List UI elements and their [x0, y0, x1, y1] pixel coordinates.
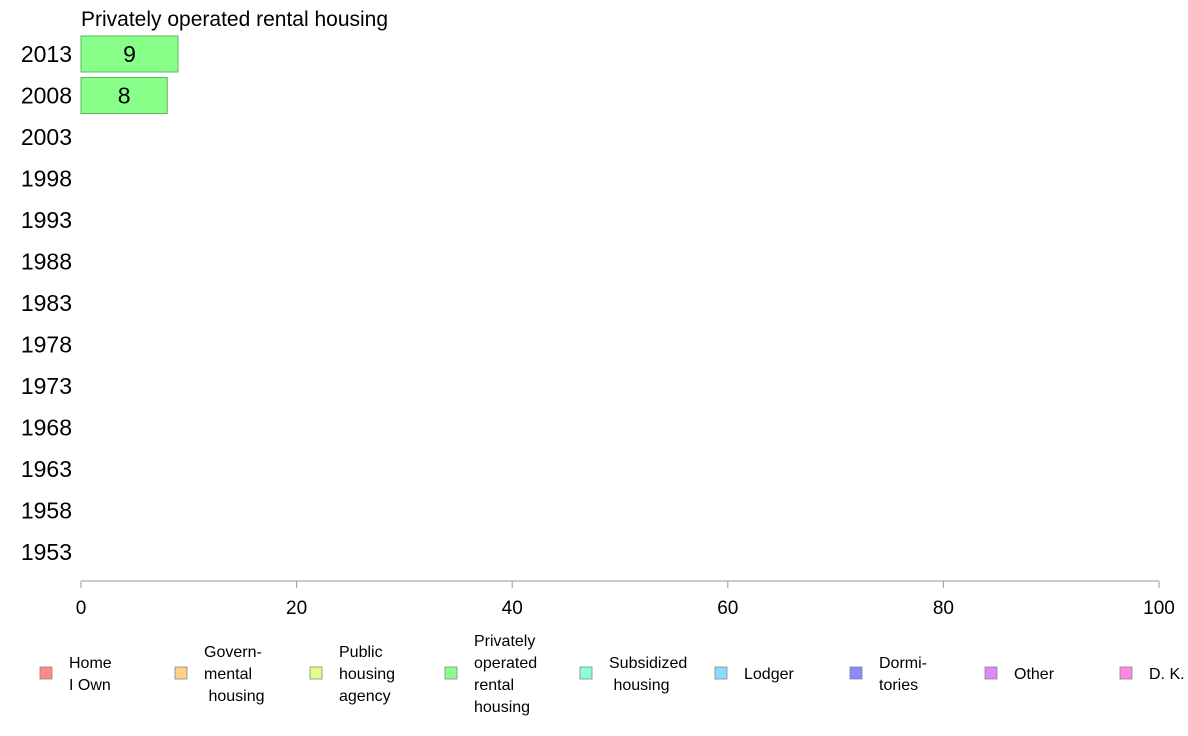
legend-swatch-6 [849, 666, 863, 680]
y-tick-label-1998: 1998 [21, 166, 72, 192]
y-tick-label-2008: 2008 [21, 83, 72, 109]
y-tick-label-2013: 2013 [21, 41, 72, 67]
x-tick-label-20: 20 [286, 598, 307, 619]
bar-label-2013: 9 [123, 41, 136, 67]
y-tick-label-1983: 1983 [21, 290, 72, 316]
x-tick-label-100: 100 [1143, 598, 1175, 619]
y-tick-label-1988: 1988 [21, 249, 72, 275]
legend-label-7: Other [1014, 666, 1055, 683]
legend-label-8: D. K. [1149, 666, 1185, 683]
chart-title: Privately operated rental housing [81, 8, 388, 31]
bar-label-2008: 8 [118, 83, 131, 109]
y-tick-label-1978: 1978 [21, 332, 72, 358]
legend-label-4: Subsidized housing [609, 655, 687, 694]
legend-label-6: Dormi-tories [879, 655, 927, 694]
legend-label-2: Public housing agency [339, 644, 395, 705]
y-tick-label-1968: 1968 [21, 415, 72, 441]
legend-swatch-3 [444, 666, 458, 680]
legend-label-0: Home I Own [69, 655, 112, 694]
legend-swatch-4 [579, 666, 593, 680]
legend-swatch-1 [174, 666, 188, 680]
y-tick-label-1953: 1953 [21, 539, 72, 565]
legend-label-5: Lodger [744, 666, 794, 683]
y-axis-labels: 2013 2008 2003 1998 1993 1988 1983 1978 1973 1968… [21, 41, 72, 565]
bar-2013 [80, 35, 179, 73]
legend: Home I Own Govern-mental housing Public hous… [39, 633, 1185, 716]
legend-label-3: Privately operated rental housing [474, 633, 537, 716]
x-tick-label-80: 80 [933, 598, 954, 619]
legend-swatch-0 [39, 666, 53, 680]
y-tick-label-1993: 1993 [21, 207, 72, 233]
y-tick-label-1963: 1963 [21, 456, 72, 482]
y-tick-label-1973: 1973 [21, 373, 72, 399]
bar-2008 [80, 77, 168, 114]
legend-swatch-7 [984, 666, 998, 680]
y-tick-label-2003: 2003 [21, 124, 72, 150]
legend-swatch-5 [714, 666, 728, 680]
legend-label-1: Govern-mental housing [204, 644, 265, 705]
x-axis: 0 20 40 60 80 100 [76, 580, 1175, 619]
x-tick-label-0: 0 [76, 598, 87, 619]
legend-swatch-2 [309, 666, 323, 680]
legend-swatch-8 [1119, 666, 1133, 680]
bars-group: 98 [80, 35, 179, 114]
x-tick-label-40: 40 [502, 598, 523, 619]
x-tick-label-60: 60 [717, 598, 738, 619]
y-tick-label-1958: 1958 [21, 498, 72, 524]
